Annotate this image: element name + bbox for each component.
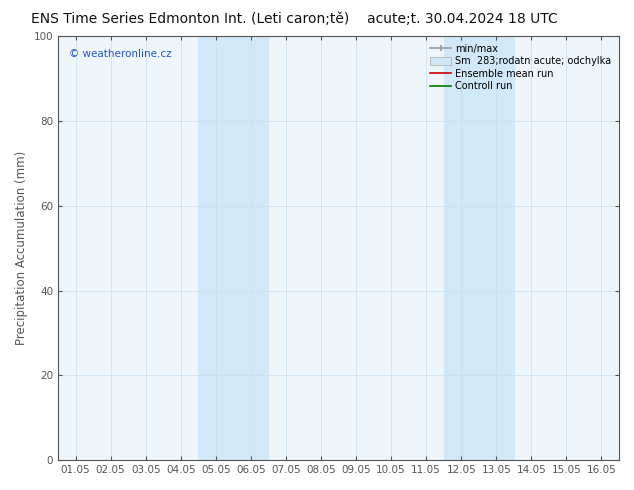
Text: ENS Time Series Edmonton Int. (Leti caron;tě): ENS Time Series Edmonton Int. (Leti caro… — [31, 12, 349, 26]
Bar — [444, 36, 514, 460]
Text: acute;t. 30.04.2024 18 UTC: acute;t. 30.04.2024 18 UTC — [368, 12, 558, 26]
Text: © weatheronline.cz: © weatheronline.cz — [69, 49, 172, 59]
Bar — [198, 36, 268, 460]
Legend: min/max, Sm  283;rodatn acute; odchylka, Ensemble mean run, Controll run: min/max, Sm 283;rodatn acute; odchylka, … — [426, 40, 615, 95]
Y-axis label: Precipitation Accumulation (mm): Precipitation Accumulation (mm) — [15, 151, 28, 345]
